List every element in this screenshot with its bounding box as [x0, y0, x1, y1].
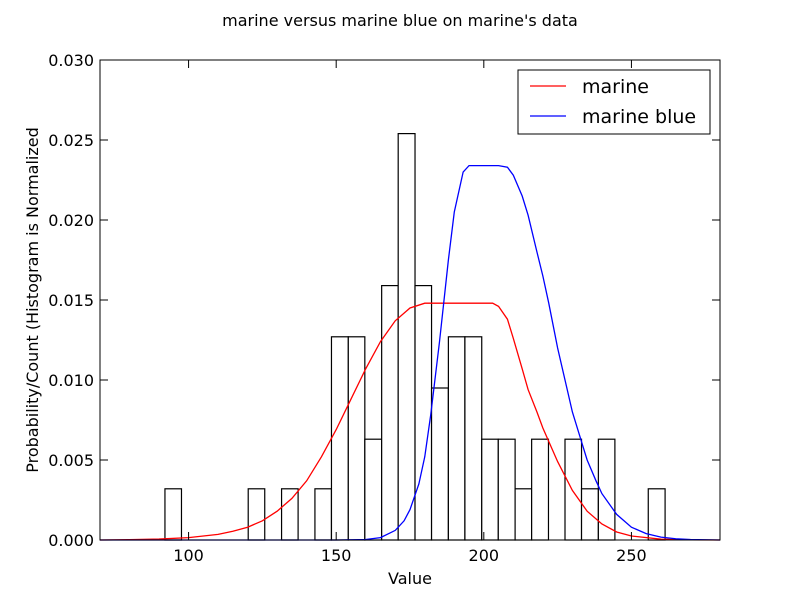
- chart-title: marine versus marine blue on marine's da…: [222, 11, 578, 30]
- histogram-bar: [314, 488, 333, 541]
- histogram-bar: [464, 336, 483, 541]
- histogram-bar: [514, 488, 533, 541]
- y-tick-label: 0.020: [48, 211, 94, 230]
- y-tick-label: 0.025: [48, 131, 94, 150]
- histogram-bar: [247, 488, 266, 541]
- histogram-bar: [597, 438, 616, 541]
- series-line-marine-blue: [100, 164, 721, 541]
- histogram-bar: [647, 488, 666, 541]
- legend-box: [517, 69, 711, 135]
- histogram-bar: [564, 438, 583, 541]
- x-tick-label: 100: [173, 546, 204, 565]
- series-line-marine: [99, 302, 721, 541]
- histogram-bar: [280, 488, 299, 541]
- legend-label-marine-blue: marine blue: [582, 106, 696, 128]
- histogram-bar: [164, 488, 183, 541]
- y-tick-label: 0.030: [48, 51, 94, 70]
- legend: marine marine blue: [517, 69, 711, 135]
- y-tick-label: 0.000: [48, 531, 94, 550]
- histogram-bar: [414, 285, 433, 541]
- histogram-bar: [447, 336, 466, 541]
- x-axis-ticks: 100 150 200 250: [173, 60, 647, 565]
- y-tick-label: 0.005: [48, 451, 94, 470]
- histogram-bar: [430, 387, 449, 541]
- histogram-bar: [397, 133, 416, 541]
- y-tick-label: 0.015: [48, 291, 94, 310]
- histogram-bar: [497, 438, 516, 541]
- histogram-bar: [330, 336, 349, 541]
- histogram-bar: [347, 336, 366, 541]
- x-tick-label: 150: [321, 546, 352, 565]
- y-axis-ticks: 0.000 0.005 0.010 0.015 0.020 0.025 0.030: [48, 51, 720, 550]
- x-axis-label: Value: [388, 569, 432, 588]
- density-curves: [99, 164, 721, 541]
- y-axis-label: Probability/Count (Histogram is Normaliz…: [23, 127, 42, 473]
- histogram-bar: [381, 285, 399, 541]
- x-tick-label: 250: [616, 546, 647, 565]
- histogram-bar: [481, 438, 499, 541]
- legend-label-marine: marine: [582, 76, 649, 98]
- y-tick-label: 0.010: [48, 371, 94, 390]
- histogram-bar: [531, 438, 550, 541]
- x-tick-label: 200: [469, 546, 500, 565]
- histogram-bar: [364, 438, 383, 541]
